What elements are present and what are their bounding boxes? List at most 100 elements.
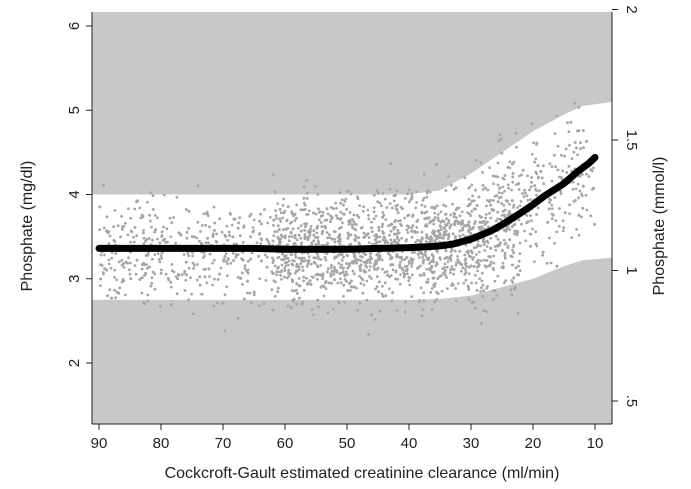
scatter-point — [481, 188, 485, 191]
scatter-point — [496, 210, 500, 214]
scatter-point — [167, 278, 171, 282]
scatter-point — [496, 274, 500, 278]
scatter-point — [252, 293, 256, 297]
scatter-point — [415, 190, 418, 193]
scatter-point — [479, 259, 483, 263]
scatter-point — [524, 239, 528, 243]
scatter-point — [395, 236, 399, 240]
scatter-point — [336, 216, 339, 220]
scatter-point — [325, 252, 329, 256]
scatter-point — [295, 269, 298, 273]
scatter-point — [203, 275, 207, 279]
scatter-point — [390, 241, 394, 245]
scatter-point — [517, 182, 520, 185]
scatter-point — [360, 276, 363, 280]
scatter-point — [185, 236, 189, 240]
scatter-point — [535, 189, 538, 193]
scatter-point — [511, 248, 514, 252]
scatter-point — [238, 216, 242, 220]
scatter-point — [587, 175, 591, 178]
scatter-point — [455, 206, 459, 210]
scatter-point — [159, 254, 163, 258]
scatter-point — [503, 213, 506, 217]
scatter-point — [290, 262, 294, 266]
scatter-point — [474, 307, 477, 310]
scatter-point — [339, 210, 343, 214]
scatter-point — [272, 223, 275, 227]
scatter-point — [280, 277, 283, 281]
scatter-point — [402, 271, 406, 275]
scatter-point — [316, 224, 319, 228]
scatter-point — [328, 236, 332, 240]
scatter-point — [393, 220, 397, 224]
scatter-point — [170, 269, 174, 272]
scatter-point — [575, 129, 579, 133]
scatter-point — [488, 255, 492, 259]
scatter-point — [278, 243, 282, 246]
scatter-point — [541, 250, 545, 254]
scatter-point — [308, 279, 312, 283]
scatter-point — [348, 281, 352, 285]
scatter-point — [403, 257, 407, 261]
scatter-point — [585, 208, 589, 212]
scatter-point — [339, 281, 343, 285]
scatter-point — [144, 272, 148, 276]
y-tick-label: 2 — [66, 359, 83, 367]
scatter-point — [348, 264, 351, 268]
scatter-point — [563, 154, 566, 158]
scatter-point — [538, 189, 541, 193]
scatter-point — [286, 227, 290, 230]
scatter-point — [467, 220, 471, 224]
scatter-point — [548, 162, 552, 166]
scatter-point — [559, 192, 563, 196]
scatter-point — [156, 237, 159, 241]
scatter-point — [420, 314, 424, 318]
x-tick-label: 80 — [153, 435, 170, 452]
y2-tick-label: .5 — [623, 395, 640, 408]
scatter-point — [381, 294, 385, 298]
scatter-point — [192, 312, 195, 316]
scatter-point — [508, 160, 512, 164]
scatter-point — [575, 146, 578, 150]
scatter-point — [518, 174, 521, 178]
scatter-point — [574, 187, 578, 191]
scatter-point — [333, 240, 337, 244]
scatter-point — [329, 266, 333, 270]
scatter-point — [469, 255, 473, 259]
scatter-point — [444, 212, 448, 216]
scatter-point — [102, 183, 105, 187]
scatter-point — [284, 257, 288, 260]
scatter-point — [433, 232, 436, 236]
scatter-point — [492, 199, 495, 202]
scatter-point — [533, 160, 537, 164]
scatter-point — [580, 215, 583, 219]
scatter-point — [574, 199, 577, 202]
scatter-point — [187, 209, 191, 213]
scatter-point — [557, 224, 561, 228]
scatter-point — [440, 236, 443, 240]
scatter-point — [291, 280, 294, 283]
scatter-point — [140, 213, 144, 217]
scatter-point — [123, 293, 127, 297]
scatter-point — [160, 256, 164, 260]
scatter-point — [279, 274, 282, 277]
y-axis-title: Phosphate (mg/dl) — [19, 161, 36, 292]
scatter-point — [550, 203, 554, 207]
fit-curve — [95, 153, 599, 253]
scatter-point — [177, 273, 181, 277]
scatter-point — [497, 191, 501, 195]
scatter-point — [429, 260, 433, 264]
scatter-point — [398, 266, 402, 269]
scatter-point — [512, 203, 516, 207]
scatter-point — [326, 236, 329, 240]
scatter-point — [346, 262, 350, 266]
scatter-point — [300, 256, 304, 260]
scatter-point — [579, 141, 582, 145]
scatter-point — [523, 188, 526, 192]
scatter-point — [448, 225, 452, 229]
scatter-point — [399, 219, 402, 223]
scatter-point — [200, 292, 204, 296]
scatter-point — [432, 283, 436, 287]
scatter-point — [150, 257, 154, 261]
scatter-point — [367, 213, 370, 217]
